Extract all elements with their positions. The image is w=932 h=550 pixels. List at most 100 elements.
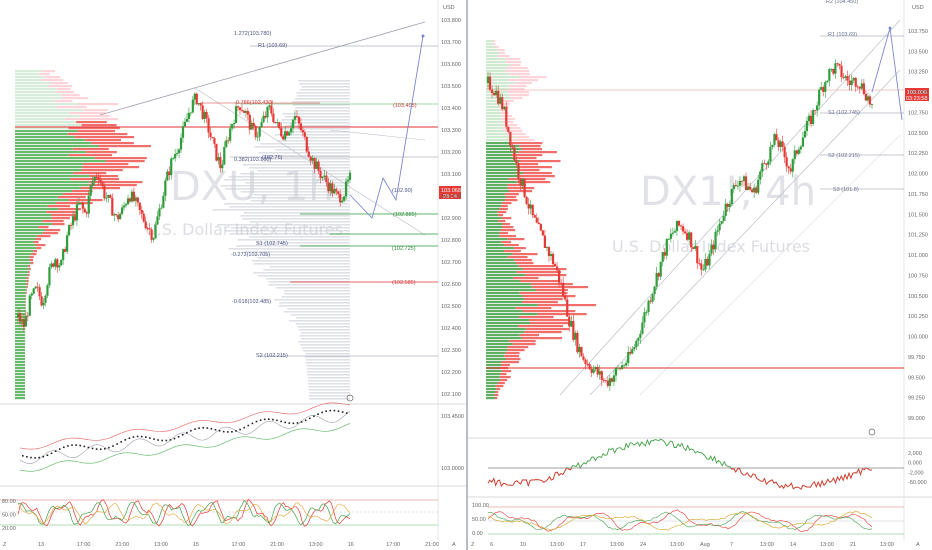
candle [56, 259, 59, 268]
candle [641, 322, 644, 334]
right-oscillator-panel [487, 506, 904, 535]
candle [121, 207, 124, 214]
candle [718, 223, 721, 231]
right-footer-left[interactable]: Z [471, 542, 475, 548]
right-indicator-tick: 2,000 [908, 451, 922, 457]
candle [614, 368, 618, 376]
candle [555, 266, 559, 271]
candle [616, 367, 620, 369]
candle [578, 346, 581, 353]
candle [309, 156, 312, 161]
candle [633, 347, 636, 350]
candle [838, 63, 841, 66]
left-price-tick: 103.800 [441, 18, 461, 24]
right-osc-tick: 0.00 [472, 531, 483, 537]
right-indicator-tick: 0.000 [908, 461, 922, 467]
candle [223, 146, 226, 165]
right-time-tick: 13:00 [610, 542, 624, 548]
candle [213, 138, 216, 144]
left-price-tick: 102.300 [441, 348, 461, 354]
right-price-tick: 102.750 [908, 110, 928, 116]
candle [757, 179, 760, 193]
candle [34, 286, 37, 289]
right-indicator-axis: 2,000 0.000 -2,000 -50.000 [908, 451, 927, 486]
candle [753, 187, 756, 193]
left-settings-icon[interactable] [346, 394, 354, 402]
right-time-tick: 7 [730, 542, 733, 548]
right-price-tick: 103.250 [908, 70, 928, 76]
candle [317, 161, 320, 172]
left-fib-label: -0.618(102.485) [232, 299, 271, 305]
candle [140, 209, 143, 214]
candle [643, 312, 646, 323]
candle [732, 185, 735, 190]
left-watermark-symbol: DXU, 1h [170, 164, 334, 210]
candle [274, 122, 277, 123]
candle [158, 208, 161, 217]
left-time-tick: 15 [193, 542, 199, 548]
right-price-tag-sub: 03:23:58 [906, 96, 927, 102]
candle [714, 231, 717, 250]
right-price-tick: 99.000 [908, 416, 925, 422]
right-price-tick: 100.500 [908, 294, 928, 300]
candle [521, 178, 524, 186]
left-price-tag-sub: 23:14 [443, 194, 457, 200]
candle [319, 171, 322, 178]
indicator-line [17, 502, 351, 525]
candle [179, 137, 183, 150]
right-time-tick: 14 [790, 542, 796, 548]
candle [54, 259, 57, 267]
candle [677, 220, 681, 226]
candle [71, 216, 75, 226]
right-time-tick: 13:00 [550, 542, 564, 548]
left-footer-left[interactable]: Z [3, 542, 7, 548]
candle [60, 259, 63, 266]
left-price-tick: 103.600 [441, 62, 461, 68]
right-settings-icon[interactable] [868, 428, 876, 436]
left-time-axis: 13 17:00 21:00 13:00 15 17:00 21:00 13:00 16 17:0… [38, 542, 439, 548]
left-chart-panel[interactable]: DXU, 1h U.S. Dollar Index Futures 1.272(… [0, 0, 467, 550]
candle [866, 96, 870, 101]
candle [486, 76, 490, 83]
right-indicator-panel [487, 438, 904, 490]
left-footer-right[interactable]: A [452, 542, 456, 548]
candle [132, 191, 136, 201]
candle [268, 105, 271, 108]
candle [576, 332, 579, 353]
candle [231, 124, 234, 129]
candle [492, 93, 496, 96]
candle [248, 114, 251, 130]
right-chart-panel[interactable]: DX1!, 4h U.S. Dollar Index Futures R2 (1… [468, 0, 932, 550]
candle [16, 313, 20, 318]
candle [836, 63, 839, 65]
candle [570, 320, 573, 327]
left-fib-label: 0.786(103.430) [236, 100, 273, 106]
candle [280, 128, 283, 137]
left-price-tick: 102.100 [441, 392, 461, 398]
candle [505, 106, 508, 127]
candle [32, 288, 35, 294]
candle [24, 315, 27, 327]
candle [203, 111, 206, 119]
candle [95, 176, 98, 178]
candle [657, 273, 660, 277]
indicator-line [487, 509, 873, 533]
candle [582, 356, 585, 360]
right-footer-right[interactable]: A [916, 542, 920, 548]
candle [751, 189, 754, 193]
candle [763, 163, 766, 165]
candle [152, 238, 155, 240]
left-time-tick: 21:00 [425, 542, 439, 548]
candle [291, 119, 295, 129]
candle [848, 80, 851, 85]
candle [331, 183, 334, 194]
candle [787, 166, 790, 169]
right-time-tick: 13:00 [760, 542, 774, 548]
candle [608, 378, 612, 386]
candle [748, 186, 752, 190]
left-price-tick: 103.000 [441, 194, 461, 200]
candle [124, 204, 128, 206]
candle [775, 134, 778, 141]
right-time-tick: 6 [490, 542, 493, 548]
candle [134, 197, 137, 201]
